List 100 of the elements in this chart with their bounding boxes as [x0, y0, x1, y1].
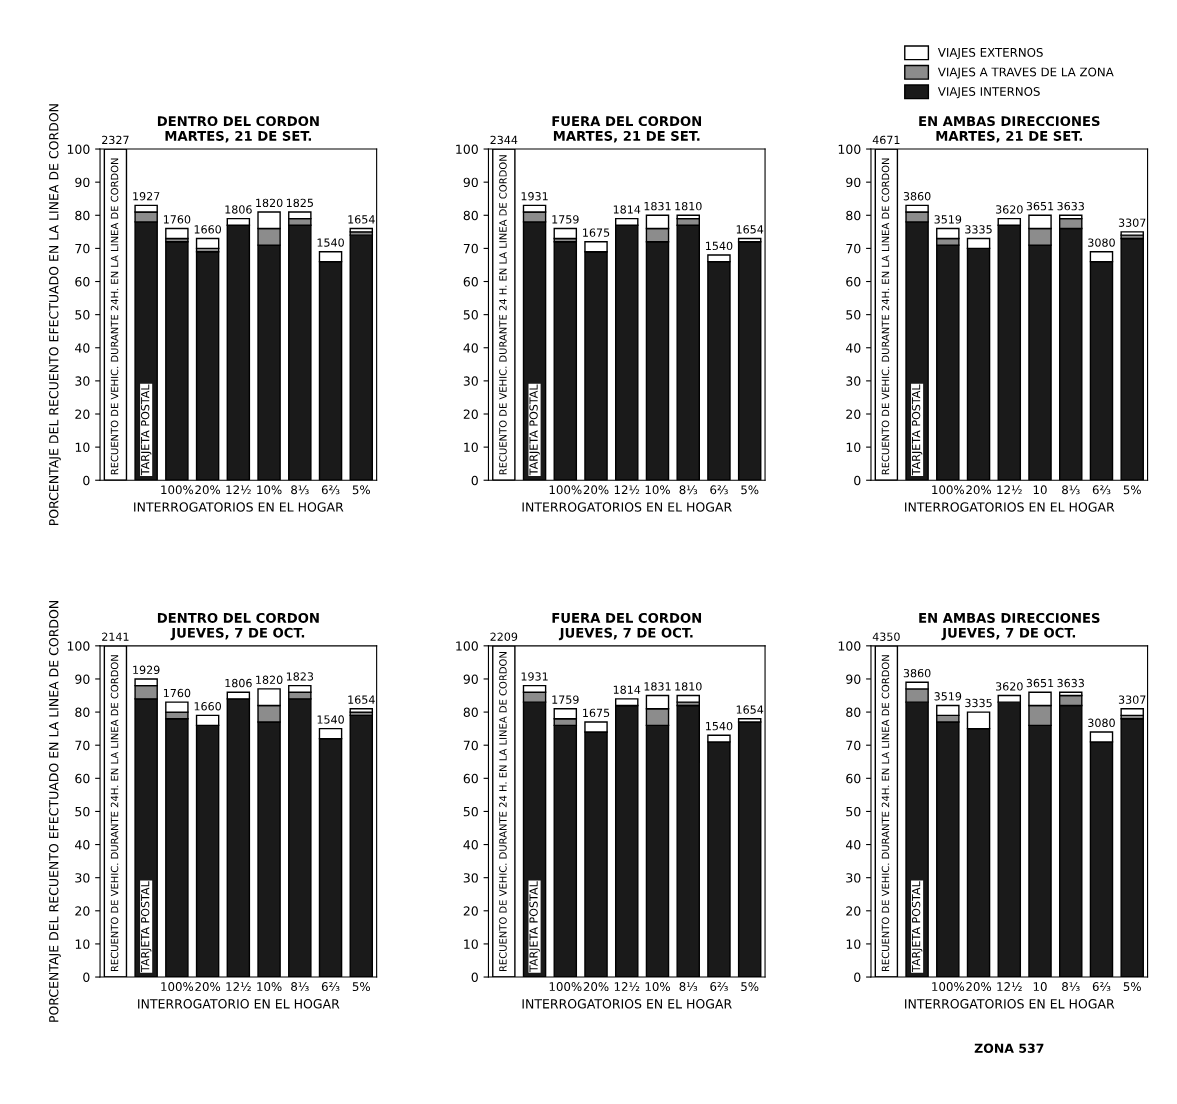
y-tick-label: 70: [75, 243, 90, 254]
y-tick-label: 40: [463, 343, 478, 353]
y-tick-label: 0: [854, 475, 861, 486]
x-tick-label: 12½: [226, 982, 251, 992]
annotation: 1931: [521, 192, 548, 201]
x-tick-label: 6⅔: [321, 485, 340, 495]
x-tick-label: RECUENTO DE VEHIC. DURANTE 24H. EN LA LINEA DE CORDON: [881, 158, 890, 475]
x-tick-label: 6⅔: [1092, 485, 1111, 495]
x-tick-label: 100%: [549, 982, 582, 992]
legend-label: VIAJES INTERNOS: [937, 87, 1040, 99]
x-tick-label: TARJETA POSTAL: [529, 881, 540, 973]
x-tick-label: RECUENTO DE VEHIC. DURANTE 24H. EN LA LINEA DE CORDON: [881, 655, 890, 972]
y-tick-label: 20: [463, 906, 478, 916]
bar: [676, 694, 700, 703]
annotation: 2141: [102, 632, 129, 641]
annotation: 3519: [934, 692, 962, 701]
y-tick-label: 90: [846, 177, 861, 188]
x-tick-label: 100%: [549, 485, 582, 495]
y-tick-label: 90: [75, 674, 90, 684]
annotation: 1540: [317, 715, 344, 724]
x-tick-label: 12½: [614, 485, 640, 495]
y-tick-label: 40: [845, 343, 861, 353]
annotation: 3633: [1057, 678, 1084, 688]
y-tick-label: 20: [75, 409, 90, 419]
x-tick-label: 8⅓: [291, 982, 309, 992]
x-axis-title: INTERROGATORIOS EN EL HOGAR: [905, 999, 1115, 1009]
y-tick-label: 0: [83, 475, 90, 486]
annotation: 1814: [613, 205, 641, 214]
y-tick-label: 50: [75, 310, 90, 320]
annotation: 2209: [490, 632, 518, 641]
annotation: 1760: [163, 215, 191, 224]
x-tick-label: 20%: [195, 982, 221, 992]
chart-subtitle: JUEVES, 7 DE OCT.: [170, 627, 305, 641]
chart-subtitle: JUEVES, 7 DE OCT.: [558, 627, 693, 641]
y-tick-label: 60: [846, 276, 861, 287]
x-tick-label: 20%: [966, 982, 992, 992]
annotation: 3335: [965, 698, 992, 708]
annotation: 1654: [348, 215, 375, 224]
y-tick-label: 100: [456, 641, 478, 651]
y-tick-label: 100: [838, 641, 861, 651]
y-tick-label: 50: [75, 806, 90, 817]
y-tick-label: 40: [845, 840, 861, 850]
x-tick-label: 12½: [997, 982, 1022, 992]
annotation: 4350: [872, 632, 900, 641]
annotation: 3651: [1026, 201, 1054, 211]
annotation: 1806: [225, 205, 252, 214]
x-tick-label: 100%: [161, 982, 194, 992]
x-tick-label: 5%: [1123, 485, 1141, 495]
y-tick-label: 50: [846, 806, 861, 817]
annotation: 2327: [102, 135, 129, 145]
annotation: 1654: [736, 705, 764, 714]
chart-title: DENTRO DEL CORDON: [157, 116, 319, 127]
y-tick-label: 50: [846, 310, 861, 320]
y-tick-label: 30: [463, 376, 478, 386]
annotation: 1820: [256, 675, 283, 684]
annotation: 1760: [163, 688, 191, 698]
annotation: 3307: [1118, 695, 1146, 704]
x-tick-label: 6⅔: [710, 485, 728, 495]
annotation: 2344: [490, 135, 518, 145]
x-tick-label: 100%: [161, 485, 194, 495]
annotation: 1759: [552, 215, 579, 224]
x-axis-title: INTERROGATORIOS EN EL HOGAR: [905, 502, 1115, 512]
x-tick-label: 20%: [195, 485, 221, 495]
y-tick-label: 30: [75, 873, 90, 883]
chart-title: FUERA DEL CORDON: [552, 612, 702, 623]
annotation: 1929: [133, 665, 160, 675]
annotation: 1540: [317, 238, 344, 247]
annotation: 3335: [965, 225, 992, 234]
x-tick-label: TARJETA POSTAL: [911, 384, 923, 476]
x-tick-label: RECUENTO DE VEHIC. DURANTE 24 H. EN LA LINEA DE CORDON: [499, 155, 507, 475]
annotation: 1820: [256, 198, 283, 208]
y-tick-label: 90: [846, 674, 861, 684]
annotation: 3519: [934, 215, 962, 224]
bar: [553, 227, 578, 240]
annotation: 1831: [644, 201, 671, 211]
y-tick-label: 40: [463, 840, 478, 850]
y-tick-label: 100: [456, 144, 478, 154]
annotation: 1831: [644, 682, 671, 691]
y-tick-label: 0: [471, 972, 478, 982]
annotation: 1675: [583, 708, 610, 718]
annotation: 3860: [903, 668, 931, 678]
y-tick-label: 80: [75, 210, 90, 221]
x-tick-label: 5%: [352, 485, 370, 495]
x-tick-label: 6⅔: [321, 982, 340, 992]
x-tick-label: 8⅓: [1062, 485, 1080, 495]
chart-title: DENTRO DEL CORDON: [157, 612, 319, 623]
x-tick-label: 6⅔: [710, 982, 728, 992]
y-tick-label: 70: [846, 243, 861, 254]
annotation: 3860: [903, 192, 931, 201]
x-tick-label: 12½: [997, 485, 1022, 495]
x-tick-label: 5%: [741, 485, 759, 495]
annotation: 1660: [194, 702, 222, 711]
x-tick-label: RECUENTO DE VEHIC. DURANTE 24H. EN LA LINEA DE CORDON: [110, 158, 119, 475]
chart-subtitle: MARTES, 21 DE SET.: [936, 130, 1082, 143]
y-tick-label: 0: [83, 972, 90, 982]
y-tick-label: 80: [846, 707, 861, 718]
annotation: 1814: [613, 685, 641, 694]
x-tick-label: 12½: [226, 485, 251, 495]
annotation: 1759: [552, 695, 579, 704]
x-tick-label: 10%: [645, 485, 670, 495]
